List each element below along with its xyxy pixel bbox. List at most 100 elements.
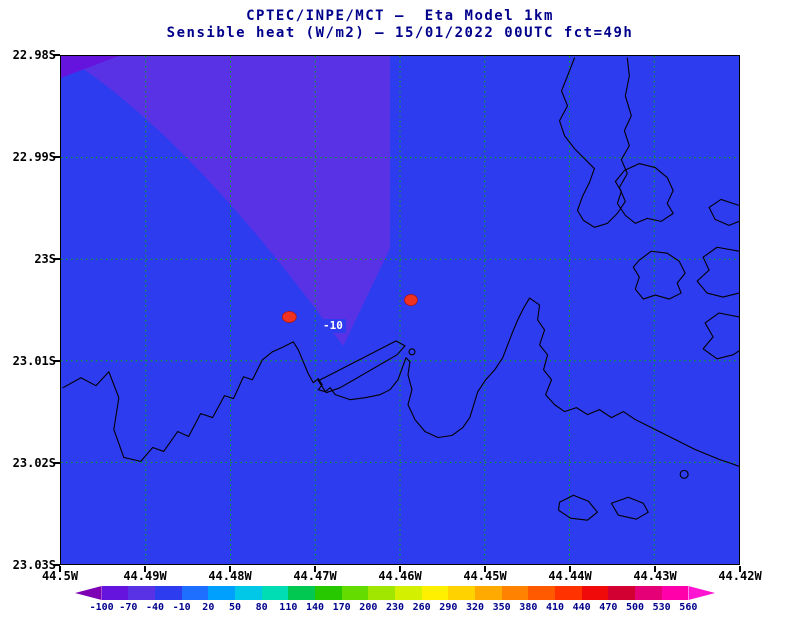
grid-layer (61, 56, 739, 564)
x-axis-tick (229, 566, 231, 572)
x-axis-label: 44.43W (633, 569, 677, 583)
colorbar-label: 410 (545, 602, 565, 613)
contour-label: -10 (320, 319, 346, 333)
island-ne-1 (614, 163, 674, 224)
colorbar-segment (288, 586, 316, 600)
x-axis-label: 44.46W (378, 569, 422, 583)
coastline-mainland (62, 297, 739, 467)
colorbar-segment (501, 586, 529, 600)
colorbar-label: 320 (465, 602, 485, 613)
colorbar-label: 290 (439, 602, 458, 613)
x-axis-tick (569, 566, 571, 572)
x-axis-tick (314, 566, 316, 572)
colorbar-label: 350 (492, 602, 511, 613)
colorbar-label: 50 (228, 602, 242, 613)
y-axis-label: 23.03S (12, 558, 56, 572)
colorbar-label: -70 (119, 602, 138, 613)
x-axis-tick (399, 566, 401, 572)
island-south-2 (610, 496, 649, 520)
colorbar-label: 80 (255, 602, 268, 613)
y-axis-label: 23.02S (12, 456, 56, 470)
x-axis-tick (739, 566, 741, 572)
colorbar-segment (635, 586, 662, 600)
colorbar-label: 230 (385, 602, 405, 613)
y-axis-tick (53, 258, 60, 260)
colorbar-segment (181, 586, 209, 600)
y-axis-tick (53, 156, 60, 158)
y-axis-label: 22.98S (12, 48, 56, 62)
colorbar-segment (608, 586, 636, 600)
x-axis-label: 44.48W (208, 569, 252, 583)
coastline-north-inlet (558, 57, 632, 228)
colorbar-label: 470 (599, 602, 618, 613)
colorbar-label: 170 (332, 602, 351, 613)
field-band-m70-m40 (61, 56, 119, 78)
colorbar-segment (688, 586, 716, 600)
map-plot-area (60, 55, 740, 565)
colorbar-segment (155, 586, 182, 600)
island-central (317, 340, 406, 394)
colorbar-segment (528, 586, 556, 600)
colorbar-label: 20 (202, 602, 215, 613)
islet-small-1 (679, 469, 689, 479)
map-svg (61, 56, 739, 564)
island-ne-2 (632, 250, 686, 300)
y-axis-tick (53, 462, 60, 464)
x-axis-label: 44.49W (123, 569, 167, 583)
coastline-layer (62, 57, 739, 521)
x-axis-tick (59, 566, 61, 572)
island-south-1 (557, 494, 598, 521)
island-right-edge-2 (696, 246, 739, 298)
x-axis-label: 44.42W (718, 569, 762, 583)
colorbar-label: 140 (305, 602, 325, 613)
colorbar-label: 380 (519, 602, 538, 613)
colorbar-segment (128, 586, 156, 600)
y-axis-tick (53, 564, 60, 566)
islet-small-2 (408, 348, 416, 356)
colorbar-segment (261, 586, 289, 600)
colorbar-segment (475, 586, 502, 600)
x-axis-label: 44.47W (293, 569, 337, 583)
y-axis-tick (53, 360, 60, 362)
colorbar-segment (101, 586, 129, 600)
chart-subtitle: Sensible heat (W/m2) — 15/01/2022 00UTC … (166, 25, 634, 41)
station-markers (281, 294, 418, 323)
y-axis-tick (53, 54, 60, 56)
colorbar-segment (661, 586, 689, 600)
station-marker (281, 311, 297, 323)
colorbar-segment (555, 586, 582, 600)
colorbar-label: 260 (412, 602, 431, 613)
colorbar-segment (75, 586, 102, 600)
island-right-edge-3 (702, 312, 739, 360)
island-right-edge-1 (708, 198, 739, 226)
colorbar-label: 440 (572, 602, 591, 613)
station-marker (404, 294, 418, 306)
colorbar-segment (448, 586, 476, 600)
y-axis-label: 22.99S (12, 150, 56, 164)
chart-title: CPTEC/INPE/MCT — Eta Model 1km (246, 8, 554, 24)
x-axis-tick (654, 566, 656, 572)
colorbar-label: 200 (359, 602, 378, 613)
x-axis-tick (484, 566, 486, 572)
colorbar-segment (208, 586, 236, 600)
x-axis-label: 44.45W (463, 569, 507, 583)
colorbar-segment (315, 586, 342, 600)
colorbar-label: 530 (652, 602, 671, 613)
colorbar-segment (421, 586, 449, 600)
colorbar-label: 560 (679, 602, 698, 613)
x-axis-label: 44.5W (41, 569, 79, 583)
colorbar-segment (395, 586, 422, 600)
x-axis-tick (144, 566, 146, 572)
x-axis-label: 44.44W (548, 569, 592, 583)
colorbar-segment (368, 586, 396, 600)
colorbar-segment (581, 586, 609, 600)
colorbar-segment (341, 586, 369, 600)
colorbar-label: -40 (145, 602, 165, 613)
colorbar-label: 110 (279, 602, 298, 613)
colorbar-label: -10 (172, 602, 191, 613)
field-band-m40-m10 (63, 56, 391, 346)
colorbar-segment (235, 586, 262, 600)
colorbar-label: 500 (625, 602, 645, 613)
colorbar (75, 586, 716, 600)
